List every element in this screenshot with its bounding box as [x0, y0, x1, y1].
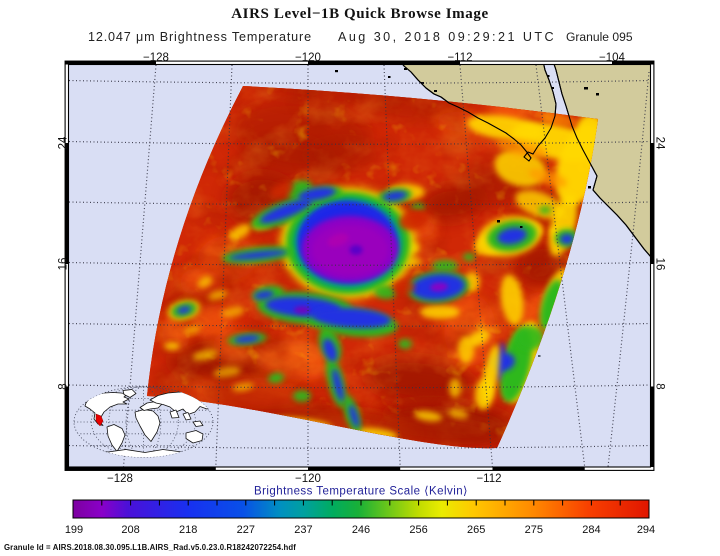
- svg-text:284: 284: [582, 524, 600, 536]
- svg-text:24: 24: [57, 136, 69, 149]
- svg-text:−120: −120: [295, 52, 321, 64]
- svg-text:265: 265: [467, 524, 485, 536]
- svg-text:−120: −120: [295, 473, 321, 485]
- svg-text:Granule 095: Granule 095: [566, 30, 633, 44]
- svg-text:Aug 30, 2018 09:29:21 UTC: Aug 30, 2018 09:29:21 UTC: [338, 30, 556, 44]
- svg-text:8: 8: [57, 383, 69, 389]
- svg-text:24: 24: [654, 137, 666, 150]
- svg-text:−128: −128: [143, 52, 169, 64]
- svg-text:256: 256: [409, 524, 427, 536]
- svg-text:−128: −128: [107, 473, 133, 485]
- svg-text:227: 227: [237, 524, 255, 536]
- svg-text:−104: −104: [599, 52, 626, 64]
- svg-text:Brightness Temperature Scale ⟨: Brightness Temperature Scale ⟨Kelvin⟩: [254, 485, 468, 498]
- svg-text:294: 294: [637, 524, 655, 536]
- svg-text:218: 218: [179, 524, 197, 536]
- svg-text:275: 275: [525, 524, 543, 536]
- svg-text:−112: −112: [476, 473, 501, 485]
- svg-text:16: 16: [57, 258, 69, 271]
- svg-text:199: 199: [65, 524, 83, 536]
- svg-text:−112: −112: [447, 52, 472, 64]
- svg-text:Granule Id = AIRS.2018.08.30.0: Granule Id = AIRS.2018.08.30.095.L1B.AIR…: [4, 543, 296, 552]
- svg-text:246: 246: [352, 524, 370, 536]
- svg-text:208: 208: [121, 524, 139, 536]
- svg-text:8: 8: [654, 383, 666, 389]
- svg-text:16: 16: [654, 258, 666, 271]
- svg-text:12.047 μm Brightness Temperatu: 12.047 μm Brightness Temperature: [88, 30, 312, 44]
- svg-text:AIRS Level−1B Quick Browse Ima: AIRS Level−1B Quick Browse Image: [231, 6, 488, 22]
- svg-text:237: 237: [294, 524, 312, 536]
